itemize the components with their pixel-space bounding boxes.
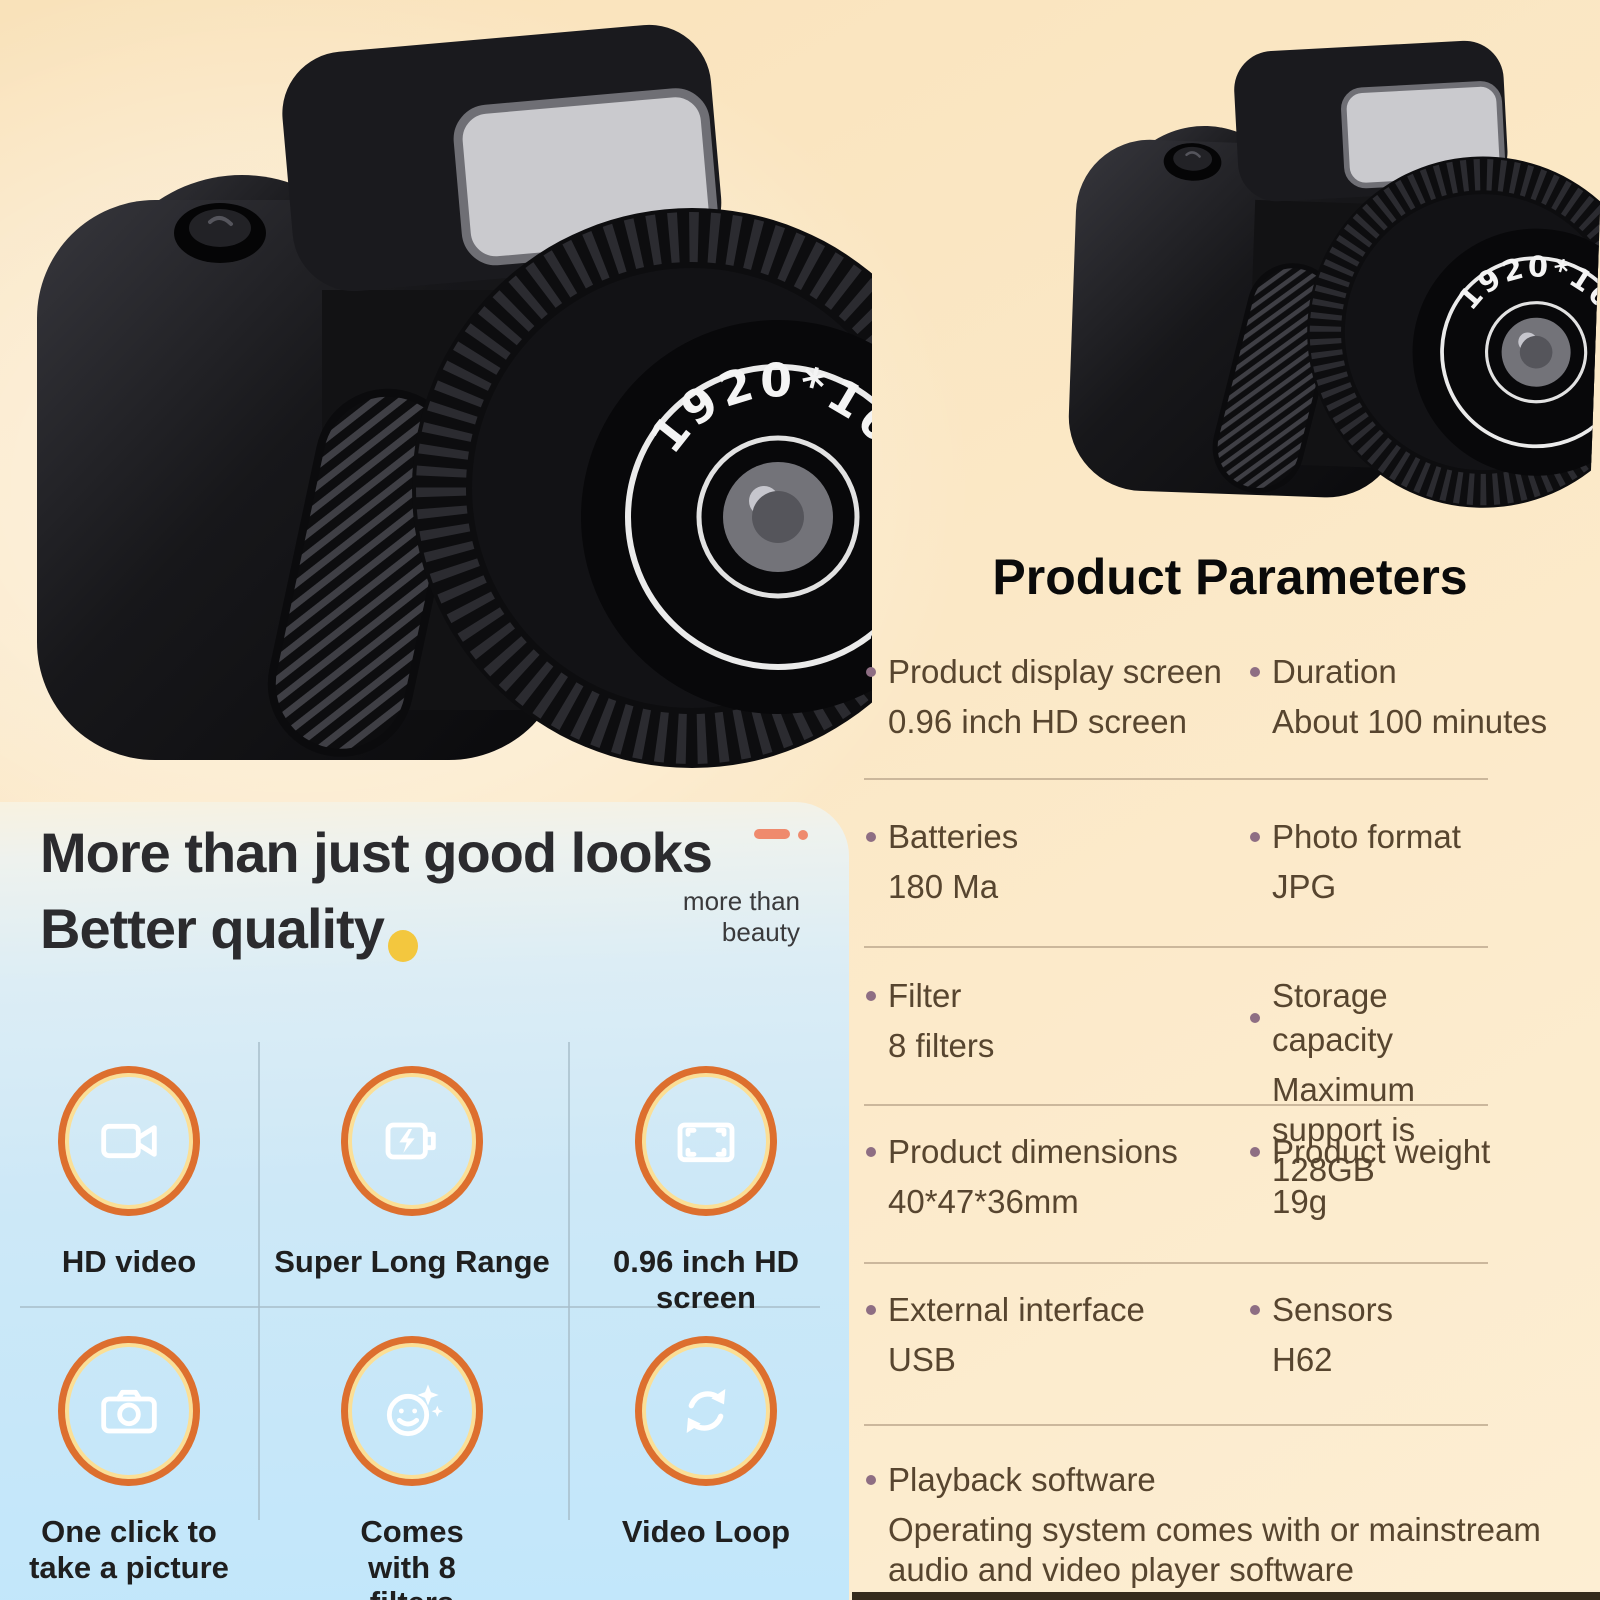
feature-label: HD video (61, 1244, 197, 1279)
param-row: Batteries 180 Ma Photo format JPG (866, 815, 1590, 907)
param-cell: Sensors H62 (1250, 1288, 1590, 1380)
param-label: Product dimensions (888, 1133, 1178, 1170)
feature-badge (341, 1336, 483, 1486)
divider (864, 1424, 1488, 1426)
param-cell: External interface USB (866, 1288, 1250, 1380)
param-label: Playback software (888, 1461, 1156, 1498)
bullet-icon (866, 1305, 876, 1315)
divider (864, 1262, 1488, 1264)
param-cell: Playback software Operating system comes… (866, 1458, 1546, 1590)
promo-headline-line2: Better quality (40, 897, 385, 960)
param-cell: Photo format JPG (1250, 815, 1590, 907)
product-photo-main (0, 0, 872, 790)
feature-badge (341, 1066, 483, 1216)
param-label: Sensors (1272, 1291, 1394, 1328)
bullet-icon (1250, 1013, 1260, 1023)
param-value: Maximum support is 128GB (1272, 1071, 1416, 1188)
yellow-accent-dot (388, 930, 418, 962)
param-value: About 100 minutes (1272, 703, 1548, 740)
feature-badge (58, 1336, 200, 1486)
promo-headline-line1: More than just good looks (40, 821, 713, 884)
param-value: H62 (1272, 1341, 1333, 1378)
param-row: Product dimensions 40*47*36mm Product we… (866, 1130, 1590, 1222)
feature-video-loop: Video Loop (570, 1336, 842, 1550)
divider (864, 1104, 1488, 1106)
param-cell: Batteries 180 Ma (866, 815, 1250, 907)
divider (568, 1042, 570, 1520)
feature-one-click: One click to take a picture (8, 1336, 250, 1585)
param-value: USB (888, 1341, 956, 1378)
param-label: Storage capacity (1272, 977, 1394, 1058)
camera-shutter-icon (101, 1389, 157, 1434)
feature-filters: Comes with 8 filters (262, 1336, 562, 1600)
param-row: Product display screen 0.96 inch HD scre… (866, 650, 1590, 742)
param-value: 180 Ma (888, 868, 999, 905)
param-cell: Storage capacity Maximum support is 128G… (1250, 974, 1512, 1190)
feature-badge (635, 1336, 777, 1486)
param-cell: Product dimensions 40*47*36mm (866, 1130, 1250, 1222)
product-photo-secondary (1037, 5, 1600, 526)
param-value: 8 filters (888, 1027, 995, 1064)
divider (20, 1306, 820, 1308)
param-value: Operating system comes with or mainstrea… (888, 1511, 1541, 1588)
param-label: Product weight (1272, 1133, 1491, 1170)
bullet-icon (866, 832, 876, 842)
battery-bolt-icon (385, 1122, 436, 1160)
param-cell: Filter 8 filters (866, 974, 1250, 1190)
divider (864, 946, 1488, 948)
param-value: 40*47*36mm (888, 1183, 1079, 1220)
param-label: Filter (888, 977, 962, 1014)
bullet-icon (1250, 832, 1260, 842)
param-value: 19g (1272, 1183, 1328, 1220)
param-value: JPG (1272, 868, 1337, 905)
promo-tagline-line1: more than (682, 886, 800, 916)
bullet-icon (866, 1147, 876, 1157)
video-camera-icon (101, 1123, 157, 1159)
video-loop-icon (686, 1389, 726, 1433)
hd-screen-icon (677, 1122, 735, 1163)
promo-tagline: more than beauty (580, 886, 800, 947)
param-label: Batteries (888, 818, 1019, 855)
feature-long-range: Super Long Range (262, 1066, 562, 1280)
feature-badge (635, 1066, 777, 1216)
bullet-icon (866, 1475, 876, 1485)
smiley-filters-icon (386, 1384, 443, 1437)
param-cell: Duration About 100 minutes (1250, 650, 1590, 742)
feature-hd-video: HD video (8, 1066, 250, 1280)
feature-badge (58, 1066, 200, 1216)
param-row: Filter 8 filters Storage capacity Maximu… (866, 974, 1512, 1190)
feature-label: One click to take a picture (29, 1514, 229, 1585)
salmon-dot-icon (798, 830, 808, 840)
param-label: External interface (888, 1291, 1145, 1328)
divider (864, 778, 1488, 780)
param-row: External interface USB Sensors H62 (866, 1288, 1590, 1380)
feature-label: Comes with 8 filters (360, 1514, 464, 1600)
param-value: 0.96 inch HD screen (888, 703, 1187, 740)
param-row: Playback software Operating system comes… (866, 1458, 1546, 1590)
feature-hd-screen: 0.96 inch HD screen (570, 1066, 842, 1315)
bullet-icon (866, 667, 876, 677)
promo-tagline-line2: beauty (721, 916, 800, 947)
feature-label: Super Long Range (274, 1244, 550, 1279)
cropped-text-strip (852, 1592, 1600, 1600)
bullet-icon (1250, 1305, 1260, 1315)
bullet-icon (1250, 1147, 1260, 1157)
param-label: Photo format (1272, 818, 1461, 855)
feature-label: Video Loop (621, 1514, 791, 1549)
feature-label: 0.96 inch HD screen (612, 1244, 800, 1315)
salmon-dash-icon (754, 829, 790, 839)
bullet-icon (1250, 667, 1260, 677)
param-label: Product display screen (888, 653, 1222, 690)
param-label: Duration (1272, 653, 1397, 690)
bullet-icon (866, 991, 876, 1001)
param-cell: Product display screen 0.96 inch HD scre… (866, 650, 1250, 742)
params-title: Product Parameters (992, 549, 1468, 605)
divider (258, 1042, 260, 1520)
param-cell: Product weight 19g (1250, 1130, 1590, 1222)
